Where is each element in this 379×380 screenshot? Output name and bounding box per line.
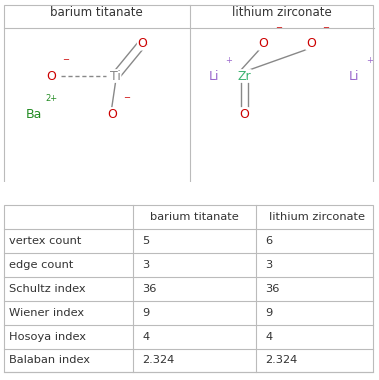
Text: 2+: 2+: [45, 93, 58, 103]
Text: −: −: [63, 55, 69, 65]
Text: Zr: Zr: [238, 70, 251, 82]
Text: 36: 36: [142, 284, 157, 294]
Text: 3: 3: [265, 260, 273, 270]
Text: 2.324: 2.324: [265, 355, 298, 366]
Text: +: +: [226, 55, 232, 65]
Text: O: O: [258, 37, 268, 50]
Text: Li: Li: [349, 70, 360, 82]
Bar: [4, 205, 373, 372]
Text: Balaban index: Balaban index: [9, 355, 91, 366]
Text: 3: 3: [142, 260, 149, 270]
Text: O: O: [306, 37, 316, 50]
Text: O: O: [137, 37, 147, 50]
Text: O: O: [46, 70, 56, 82]
Text: 5: 5: [142, 236, 149, 246]
Text: Schultz index: Schultz index: [9, 284, 86, 294]
Text: 36: 36: [265, 284, 280, 294]
Text: Hosoya index: Hosoya index: [9, 332, 86, 342]
Text: Li: Li: [209, 70, 219, 82]
Text: barium titanate: barium titanate: [150, 212, 239, 222]
Text: Ti: Ti: [110, 70, 121, 82]
Text: +: +: [366, 55, 373, 65]
Text: 9: 9: [142, 308, 149, 318]
Text: vertex count: vertex count: [9, 236, 82, 246]
Text: barium titanate: barium titanate: [50, 6, 143, 19]
Text: lithium zirconate: lithium zirconate: [232, 6, 332, 19]
Text: 2.324: 2.324: [142, 355, 174, 366]
Text: O: O: [240, 108, 249, 120]
Text: Ba: Ba: [26, 108, 42, 120]
Text: −: −: [275, 23, 282, 32]
Text: 6: 6: [265, 236, 273, 246]
Text: 9: 9: [265, 308, 273, 318]
Text: −: −: [322, 23, 329, 32]
Text: Wiener index: Wiener index: [9, 308, 85, 318]
Text: edge count: edge count: [9, 260, 74, 270]
Text: 4: 4: [142, 332, 149, 342]
Text: lithium zirconate: lithium zirconate: [269, 212, 365, 222]
Text: −: −: [123, 93, 130, 103]
Text: O: O: [107, 108, 117, 120]
Text: 4: 4: [265, 332, 273, 342]
